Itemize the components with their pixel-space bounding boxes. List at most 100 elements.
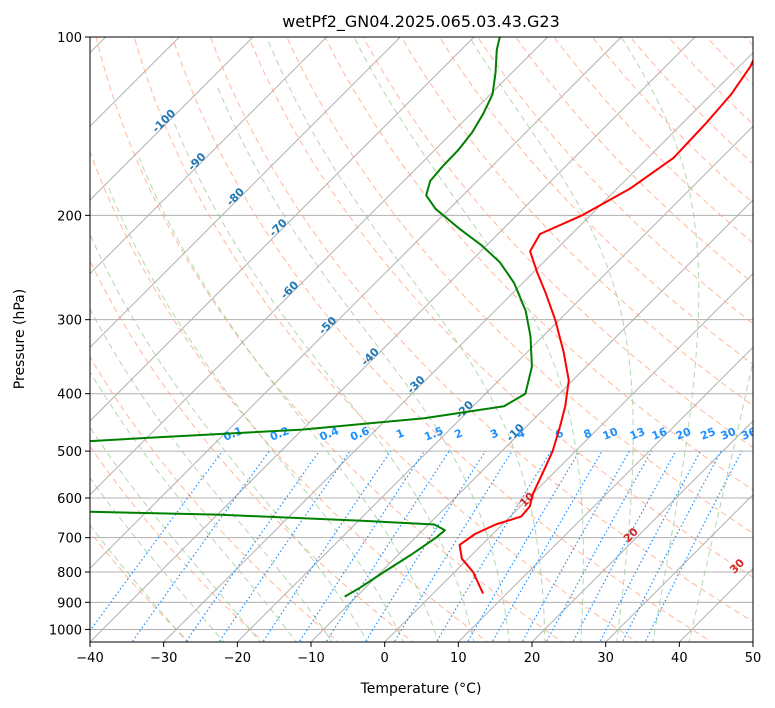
isotherm-label: -70 — [267, 216, 290, 239]
mixing-ratio-line — [262, 450, 392, 642]
y-tick-label: 600 — [57, 492, 82, 507]
dry-adiabat-line — [477, 37, 753, 325]
moist-adiabat-line — [90, 426, 261, 642]
x-axis-label: Temperature (°C) — [360, 681, 482, 697]
dry-adiabat-line — [400, 37, 753, 407]
x-tick-label: 40 — [671, 651, 688, 666]
chart-title: wetPf2_GN04.2025.065.03.43.G23 — [282, 12, 560, 32]
axes: −40 −30 −20 −10 0 10 20 30 40 50 100 200 300 400 500 60… — [49, 31, 761, 666]
mixing-ratio-label: 10 — [601, 425, 620, 443]
mixing-ratio-line — [621, 450, 722, 642]
dry-adiabat-line — [438, 37, 753, 365]
x-tick-label: 50 — [745, 651, 762, 666]
x-tick-label: −30 — [150, 651, 177, 666]
moist-adiabat-line — [266, 37, 546, 642]
isotherm-label: -80 — [224, 185, 247, 208]
mixing-ratio-line — [364, 450, 486, 642]
mixing-ratio-label: 1 — [394, 426, 406, 441]
isotherm-label: -90 — [185, 150, 208, 173]
zero-isotherm-label: 0 — [756, 440, 771, 455]
mixing-ratio-line — [90, 450, 223, 632]
y-tick-label: 700 — [57, 532, 82, 547]
isotherm-line — [90, 37, 622, 570]
dry-adiabat-line — [591, 37, 753, 204]
y-tick-label: 100 — [57, 31, 82, 46]
temperature-profile-line — [458, 58, 753, 595]
isotherm-line — [90, 37, 549, 496]
mixing-ratio-line — [572, 450, 677, 642]
mixing-ratio-label: 0.2 — [268, 424, 291, 443]
moist-adiabat-line — [90, 232, 369, 642]
moist-adiabat-line — [353, 37, 584, 642]
dry-adiabat-line — [210, 37, 753, 623]
x-tick-label: 30 — [597, 651, 614, 666]
isotherm-label: -40 — [359, 345, 382, 368]
isotherm-line — [310, 199, 753, 642]
isotherm-line — [90, 37, 475, 422]
dry-adiabat-label: 30 — [727, 556, 747, 576]
dry-adiabat-line — [324, 37, 753, 491]
isotherm-label: -30 — [404, 373, 427, 396]
mixing-ratio-line — [185, 450, 320, 642]
isotherm-line — [163, 51, 753, 642]
dry-adiabat-line — [553, 37, 753, 244]
mixing-ratio-label: 36 — [739, 425, 758, 443]
mixing-ratio-line — [298, 450, 425, 642]
y-tick-label: 1000 — [49, 623, 82, 638]
dry-adiabat-line — [286, 37, 753, 534]
dry-adiabat-label: 20 — [621, 525, 641, 545]
dry-adiabat-line — [362, 37, 753, 449]
mixing-ratio-line — [393, 450, 513, 642]
isotherm-label: -50 — [316, 314, 339, 337]
isotherm-line — [605, 493, 753, 642]
isotherm-label: -20 — [453, 398, 476, 421]
moist-adiabat-line — [215, 83, 510, 642]
isotherm-line — [90, 37, 401, 349]
moist-adiabat-line — [90, 524, 188, 642]
mixing-ratio-label: 2 — [452, 426, 464, 441]
mixing-ratio-line — [325, 450, 450, 642]
x-tick-label: 10 — [450, 651, 467, 666]
plot-area: -100-90-80-70-60-50-40-30-20-10010203040… — [90, 37, 771, 642]
x-tick-label: 20 — [524, 651, 541, 666]
isotherm-line — [678, 567, 753, 642]
dry-adiabat-line — [90, 445, 265, 642]
dewpoint-profile-line — [90, 37, 533, 598]
moist-adiabat-line — [108, 188, 404, 642]
isotherm-line — [752, 641, 753, 642]
moist-adiabat-line — [138, 157, 440, 642]
mixing-ratio-line — [218, 450, 351, 642]
dry-adiabat-line — [744, 37, 753, 47]
moist-adiabat-line — [90, 370, 297, 642]
y-tick-label: 500 — [57, 445, 82, 460]
isotherm-label: -100 — [150, 107, 179, 136]
dry-adiabat-line — [515, 37, 753, 284]
moist-adiabat-line — [90, 308, 333, 642]
isotherm-line — [90, 37, 696, 642]
isotherm-line — [236, 125, 753, 642]
y-tick-label: 400 — [57, 388, 82, 403]
isotherm-label: -60 — [278, 278, 301, 301]
mixing-ratio-label: 13 — [628, 425, 647, 443]
dry-adiabat-line — [90, 150, 489, 642]
x-tick-label: −10 — [297, 651, 324, 666]
isotherm-line — [90, 37, 328, 275]
x-tick-label: −20 — [224, 651, 251, 666]
y-tick-label: 800 — [57, 566, 82, 581]
moist-adiabat-line — [90, 476, 225, 642]
dry-adiabat-line — [248, 37, 753, 578]
y-tick-label: 900 — [57, 596, 82, 611]
isotherm-line — [90, 37, 254, 201]
mixing-ratio-line — [131, 450, 270, 642]
isotherm-line — [384, 272, 753, 642]
dry-adiabat-line — [133, 37, 638, 642]
moist-adiabat-line — [688, 358, 753, 642]
y-axis-label: Pressure (hPa) — [12, 289, 28, 389]
isotherm-line — [457, 346, 753, 642]
mixing-ratio-line — [435, 450, 552, 642]
dry-adiabat-line — [95, 37, 564, 642]
mixing-ratio-label: 25 — [698, 425, 717, 443]
mixing-ratio-label: 30 — [719, 425, 738, 443]
moist-adiabat-line — [174, 123, 475, 642]
